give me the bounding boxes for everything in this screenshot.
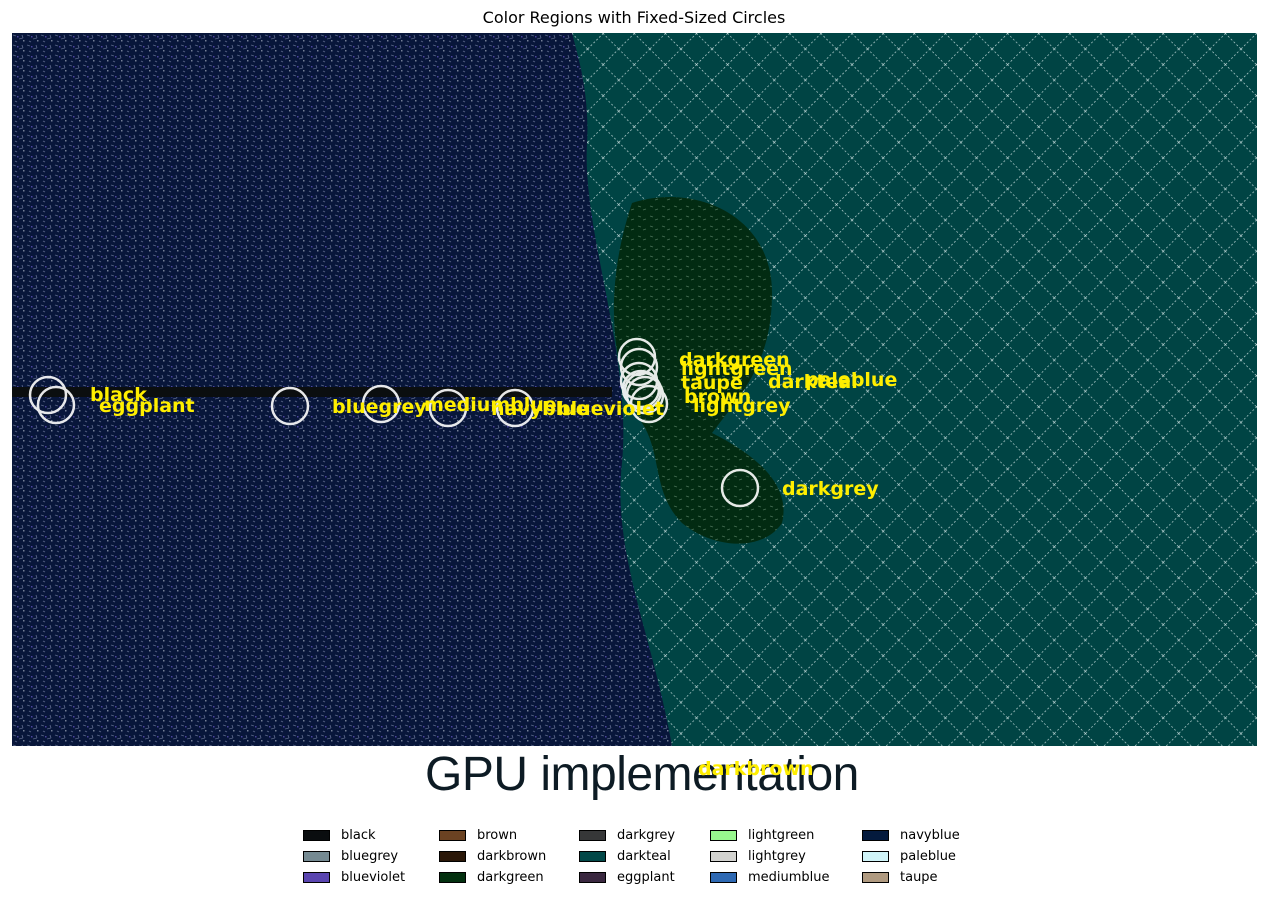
legend-label: taupe [900,869,938,885]
caption-image-text: GPU implementation [425,748,859,801]
legend-swatch [439,871,466,883]
legend-label: bluegrey [341,848,399,864]
legend-swatch [439,829,466,841]
legend-item-lightgreen: lightgreen [710,826,814,844]
teal-region [572,33,1257,746]
black-band [12,387,612,397]
legend-swatch [579,829,606,841]
legend-item-navyblue: navyblue [862,826,960,844]
legend-label: blueviolet [341,869,406,885]
circle-brown [625,375,665,415]
legend-swatch [303,829,330,841]
circles-layer [28,337,760,508]
legend-label: eggplant [617,869,675,885]
legend-label: lightgreen [748,827,815,843]
legend-label: darkgreen [477,869,544,885]
legend-item-paleblue: paleblue [862,847,956,865]
legend-item-mediumblue: mediumblue [710,868,830,886]
label-lightgreen: lightgreen [681,358,793,380]
legend-label: paleblue [900,848,956,864]
label-blueviolet: blueviolet [557,398,664,420]
legend-label: lightgrey [748,848,806,864]
image-canvas: black eggplant bluegrey mediumblue navyb… [12,33,1257,746]
legend-item-darkteal: darkteal [579,847,671,865]
legend-swatch [303,850,330,862]
legend-label: mediumblue [748,869,830,885]
label-eggplant: eggplant [99,395,195,417]
label-brown: brown [684,386,751,408]
circle-lightgreen [619,347,659,387]
label-paleblue: paleblue [805,369,897,391]
circle-navyblue [428,388,468,428]
label-black: black [90,384,147,406]
legend-swatch [303,871,330,883]
legend-label: brown [477,827,518,843]
circle-blueviolet [495,388,535,428]
legend-label: navyblue [900,827,960,843]
label-darkteal: darkteal [768,371,858,393]
legend-swatch [710,829,737,841]
circle-darkgrey [720,468,760,508]
legend-swatch [579,871,606,883]
legend-item-eggplant: eggplant [579,868,675,886]
legend-item-lightgrey: lightgrey [710,847,806,865]
circle-eggplant [36,385,76,425]
legend-label: black [341,827,376,843]
legend-item-bluegrey: bluegrey [303,847,398,865]
circle-lightgrey [629,384,669,424]
legend-item-blueviolet: blueviolet [303,868,405,886]
legend-label: darkteal [617,848,671,864]
label-navyblue: navyblue [491,398,589,420]
label-mediumblue: mediumblue [424,394,557,416]
label-darkgreen: darkgreen [679,349,790,371]
darkgreen-region [613,197,784,544]
legend-item-darkgreen: darkgreen [439,868,544,886]
label-taupe: taupe [681,372,743,394]
legend-swatch [862,829,889,841]
label-lightgrey: lightgrey [693,395,791,417]
label-bluegrey: bluegrey [332,396,427,418]
legend-swatch [439,850,466,862]
legend-swatch [710,850,737,862]
legend-swatch [710,871,737,883]
circle-bluegrey [270,386,310,426]
legend-item-taupe: taupe [862,868,938,886]
legend-swatch [862,850,889,862]
labels-layer: black eggplant bluegrey mediumblue navyb… [90,349,897,500]
image-panel: black eggplant bluegrey mediumblue navyb… [12,33,1257,746]
circle-black [28,375,68,415]
legend-label: darkbrown [477,848,547,864]
legend-item-brown: brown [439,826,517,844]
figure-title: Color Regions with Fixed-Sized Circles [482,8,786,27]
legend-item-darkbrown: darkbrown [439,847,546,865]
legend-label: darkgrey [617,827,676,843]
legend-item-darkgrey: darkgrey [579,826,675,844]
label-darkgrey: darkgrey [782,478,879,500]
legend-swatch [862,871,889,883]
circle-mediumblue [361,384,401,424]
legend-item-black: black [303,826,376,844]
legend: black bluegrey blueviolet brown darkbrow… [303,826,993,886]
legend-swatch [579,850,606,862]
